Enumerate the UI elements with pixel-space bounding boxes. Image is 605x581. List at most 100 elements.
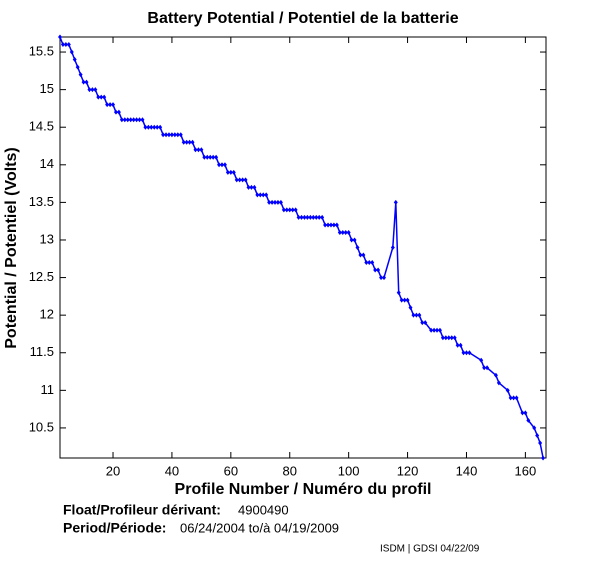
data-point [240, 177, 245, 183]
data-point [273, 199, 278, 205]
data-point [149, 124, 154, 130]
data-point [108, 102, 113, 108]
data-point [87, 87, 92, 93]
x-axis-label: Profile Number / Numéro du profil [175, 481, 432, 498]
data-point [411, 312, 416, 318]
data-point [349, 237, 354, 243]
data-point [281, 207, 286, 213]
y-tick-label: 15.5 [29, 43, 54, 58]
data-point [90, 87, 95, 93]
data-point [399, 297, 404, 303]
data-point [264, 192, 269, 198]
data-point [211, 154, 216, 160]
data-point [429, 327, 434, 333]
data-point [199, 147, 204, 153]
y-tick-label: 15 [40, 81, 54, 96]
x-tick-label: 40 [165, 463, 179, 478]
data-point [202, 154, 207, 160]
data-point [299, 214, 304, 220]
data-point [417, 312, 422, 318]
data-point [535, 432, 540, 438]
data-point [190, 139, 195, 145]
float-value: 4900490 [238, 502, 289, 517]
data-point [243, 177, 248, 183]
data-point [361, 252, 366, 258]
data-point [181, 139, 186, 145]
data-point [84, 79, 89, 85]
y-tick-label: 12.5 [29, 269, 54, 284]
credit: ISDM | GDSI 04/22/09 [380, 544, 480, 555]
data-point [508, 395, 513, 401]
y-tick-label: 13 [40, 231, 54, 246]
data-point [175, 132, 180, 138]
data-point [69, 49, 74, 55]
data-point [511, 395, 516, 401]
x-tick-label: 20 [106, 463, 120, 478]
data-point [393, 199, 398, 205]
data-point [220, 162, 224, 168]
data-point [505, 387, 510, 393]
data-point [278, 199, 283, 205]
data-point [423, 320, 428, 326]
data-point [420, 320, 425, 326]
data-point [449, 335, 454, 341]
data-point [287, 207, 292, 213]
y-tick-label: 13.5 [29, 194, 54, 209]
data-point [105, 102, 110, 108]
data-point [302, 214, 307, 220]
y-tick-label: 12 [40, 307, 54, 322]
data-point [452, 335, 457, 341]
data-point [343, 229, 348, 235]
data-point [187, 139, 192, 145]
data-point [234, 177, 239, 183]
chart-title: Battery Potential / Potentiel de la batt… [147, 10, 458, 27]
data-point [334, 222, 339, 228]
data-point [140, 117, 145, 123]
data-point [172, 132, 177, 138]
data-point [382, 275, 386, 281]
x-tick-label: 80 [283, 463, 297, 478]
data-point [237, 177, 242, 183]
data-point [222, 162, 227, 168]
data-point [99, 94, 104, 100]
data-point [514, 395, 519, 401]
y-axis-label: Potential / Potentiel (Volts) [3, 147, 20, 349]
data-point [178, 132, 183, 138]
data-point [432, 327, 437, 333]
data-point [249, 184, 254, 190]
data-point [93, 87, 98, 93]
data-point [111, 102, 116, 108]
data-point [193, 147, 198, 153]
data-point [75, 64, 80, 70]
data-point [305, 214, 310, 220]
data-point [311, 214, 316, 220]
data-point [128, 117, 133, 123]
data-point [390, 245, 395, 250]
data-point [443, 335, 448, 341]
data-point [214, 154, 219, 160]
data-point [205, 154, 210, 160]
data-point [455, 342, 460, 348]
data-point [225, 169, 230, 175]
data-point [122, 117, 127, 123]
data-point [255, 192, 260, 198]
data-point [231, 169, 236, 175]
data-point [267, 199, 272, 205]
y-tick-label: 14 [40, 156, 54, 171]
data-point [275, 199, 280, 205]
data-point [352, 237, 357, 243]
data-point [169, 132, 174, 138]
data-point [252, 184, 257, 190]
data-point [284, 207, 289, 213]
data-point [373, 267, 378, 273]
data-point [217, 162, 222, 168]
y-tick-label: 10.5 [29, 419, 54, 434]
data-point [337, 229, 342, 235]
data-point [323, 222, 328, 228]
data-point [261, 192, 266, 198]
x-tick-label: 60 [224, 463, 238, 478]
data-point [379, 275, 384, 281]
data-point [208, 154, 213, 160]
data-point [152, 124, 157, 130]
